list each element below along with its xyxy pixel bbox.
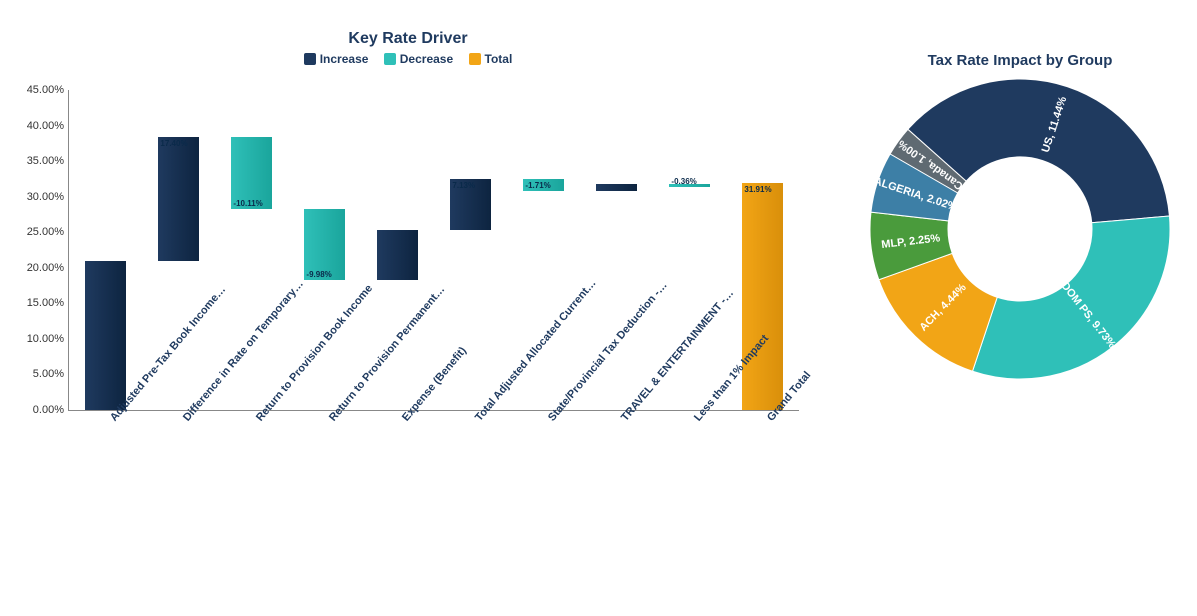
y-tick: 20.00% (14, 262, 64, 274)
waterfall-plot-area: 0.00%5.00%10.00%15.00%20.00%25.00%30.00%… (68, 90, 799, 411)
legend-increase: Increase (304, 52, 369, 66)
y-tick: 10.00% (14, 333, 64, 345)
waterfall-bar-label: -9.98% (306, 270, 331, 279)
waterfall-bar-label: 31.91% (744, 185, 771, 194)
donut-plot-area: Canada, 1.00%US, 11.44%DOM PS, 9.73%ACH,… (870, 79, 1170, 379)
y-tick: 25.00% (14, 226, 64, 238)
waterfall-title: Key Rate Driver (8, 30, 808, 48)
waterfall-bar-label: 17.40% (160, 139, 187, 148)
waterfall-bar (742, 183, 782, 410)
dashboard-page: Key Rate Driver Increase Decrease Total … (0, 0, 1197, 616)
waterfall-bar (596, 184, 636, 191)
donut-title: Tax Rate Impact by Group (860, 52, 1180, 69)
y-tick: 40.00% (14, 120, 64, 132)
waterfall-bar (158, 137, 198, 261)
legend-total: Total (469, 52, 513, 66)
waterfall-legend: Increase Decrease Total (8, 52, 808, 68)
donut-chart: Tax Rate Impact by Group Canada, 1.00%US… (860, 52, 1180, 472)
waterfall-bar (377, 230, 417, 280)
waterfall-bar-label: -0.36% (671, 177, 696, 186)
y-tick: 15.00% (14, 297, 64, 309)
y-tick: 30.00% (14, 191, 64, 203)
waterfall-chart: Key Rate Driver Increase Decrease Total … (8, 30, 808, 590)
y-tick: 35.00% (14, 155, 64, 167)
waterfall-bar-label: 7.13% (452, 181, 475, 190)
waterfall-bar-label: -1.71% (525, 181, 550, 190)
waterfall-bar (85, 261, 125, 410)
y-tick: 5.00% (14, 368, 64, 380)
y-tick: 45.00% (14, 84, 64, 96)
legend-decrease: Decrease (384, 52, 453, 66)
waterfall-bar-label: -10.11% (233, 199, 262, 208)
y-tick: 0.00% (14, 404, 64, 416)
